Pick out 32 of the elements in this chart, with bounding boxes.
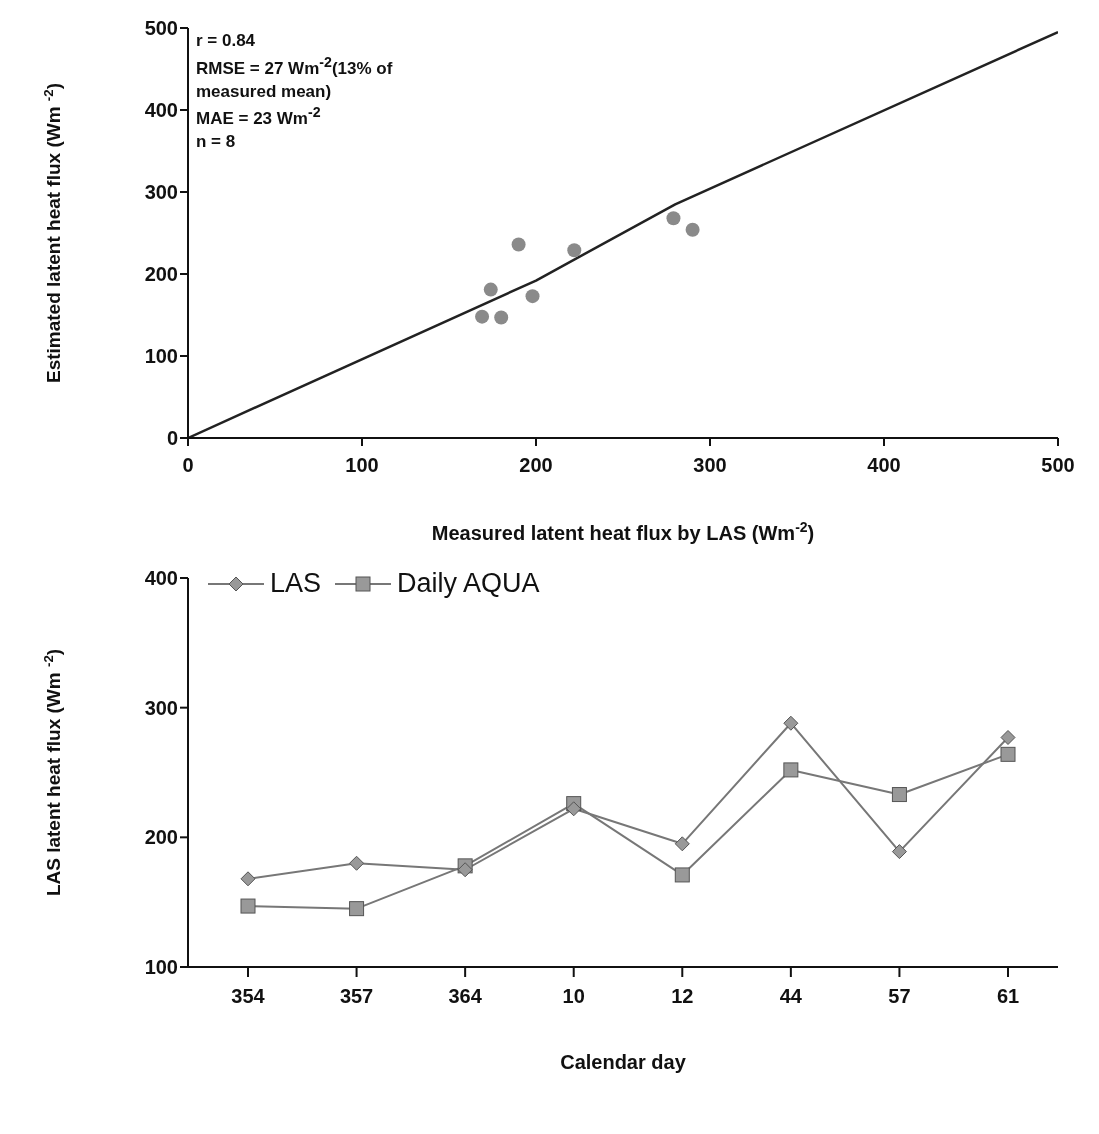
x-tick-label: 364 [448, 985, 483, 1008]
x-axis-title: Calendar day [560, 1051, 687, 1073]
legend-label: Daily AQUA [397, 568, 540, 599]
annotation: MAE = 23 Wm$^{-2}$ [196, 103, 322, 131]
annotation: RMSE = 27 Wm$^{-2}$(13% of measured mean) [196, 52, 394, 103]
x-tick-label: 200 [519, 454, 553, 477]
annotation: r = 0.84 [196, 30, 257, 52]
y-tick-label: 200 [144, 826, 178, 849]
y-tick-label: 100 [144, 345, 178, 368]
x-tick-label: 44 [779, 985, 803, 1008]
legend-label: LAS [270, 568, 322, 599]
x-tick-label: 0 [182, 454, 194, 477]
y-tick-label: 400 [144, 567, 178, 590]
y-tick-label: 0 [166, 427, 178, 450]
x-tick-label: 57 [888, 985, 911, 1008]
y-tick-label: 500 [144, 17, 178, 40]
x-tick-label: 400 [867, 454, 901, 477]
x-axis-title: Measured latent heat flux by LAS (Wm$^{-2}$) [431, 519, 815, 544]
x-tick-label: 300 [693, 454, 727, 477]
x-tick-label: 357 [339, 985, 374, 1008]
x-tick-label: 100 [345, 454, 379, 477]
x-tick-label: 61 [996, 985, 1020, 1008]
y-tick-label: 300 [144, 181, 178, 204]
y-tick-label: 200 [144, 263, 178, 286]
x-tick-label: 10 [562, 985, 585, 1008]
x-tick-label: 500 [1041, 454, 1075, 477]
y-tick-label: 300 [144, 696, 178, 719]
y-tick-label: 400 [144, 99, 178, 122]
x-tick-label: 12 [671, 985, 694, 1008]
annotation: n = 8 [196, 131, 237, 154]
y-tick-label: 100 [144, 956, 178, 979]
x-tick-label: 354 [231, 985, 266, 1008]
